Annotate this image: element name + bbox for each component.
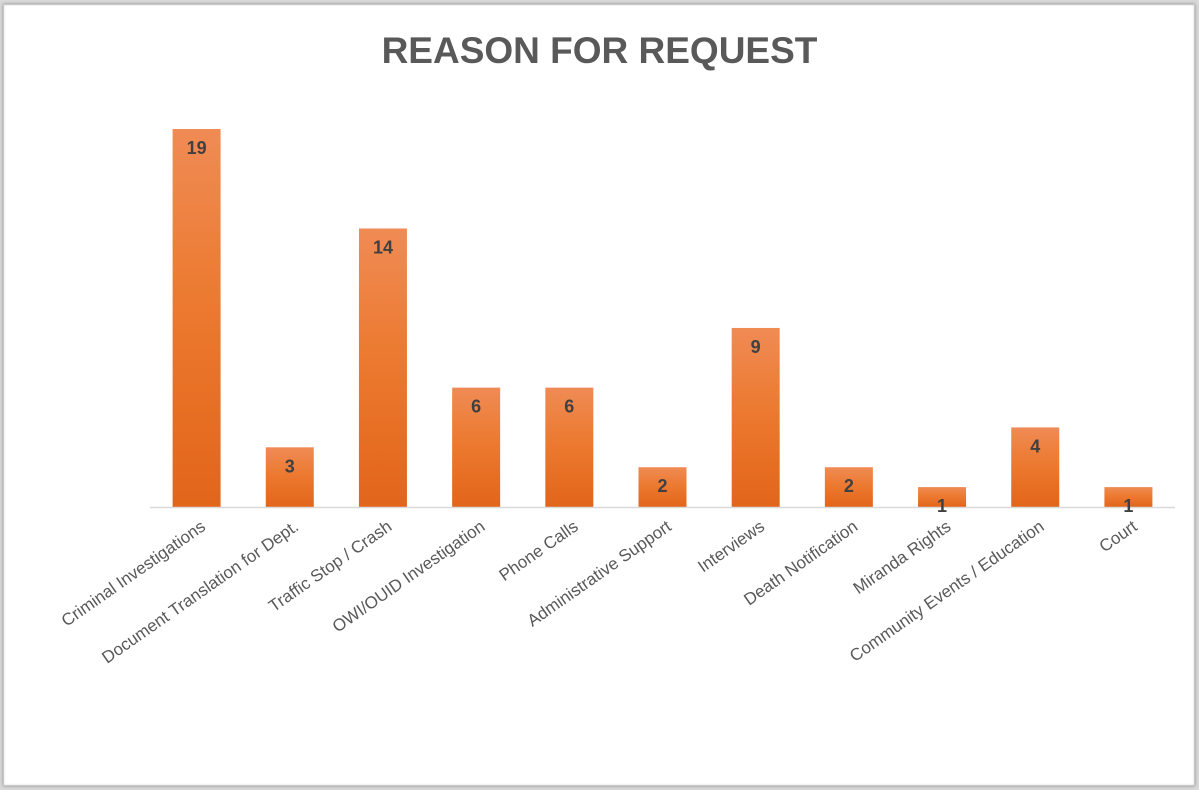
bar-7 <box>824 467 873 507</box>
bar-2 <box>358 228 407 507</box>
data-label-2: 14 <box>373 237 393 257</box>
bar-5 <box>638 467 687 507</box>
bar-1 <box>265 447 314 507</box>
x-tick-label-6: Interviews <box>694 517 768 576</box>
x-tick-label-10: Court <box>1096 517 1141 557</box>
data-label-6: 9 <box>751 337 761 357</box>
data-label-10: 1 <box>1123 496 1133 516</box>
bar-6 <box>731 327 780 507</box>
data-label-7: 2 <box>844 476 854 496</box>
x-tick-label-1: Document Translation for Dept. <box>98 517 302 668</box>
bar-9 <box>1011 427 1060 507</box>
bars-group <box>172 129 1153 507</box>
data-label-3: 6 <box>471 397 481 417</box>
chart-title: REASON FOR REQUEST <box>381 30 818 71</box>
x-tick-label-4: Phone Calls <box>496 517 582 585</box>
data-label-9: 4 <box>1030 436 1040 456</box>
data-label-1: 3 <box>285 456 295 476</box>
data-label-0: 19 <box>187 138 207 158</box>
data-label-5: 2 <box>657 476 667 496</box>
x-tick-label-9: Community Events / Education <box>846 517 1047 666</box>
bar-8 <box>918 487 967 507</box>
x-tick-label-3: OWI/OUID Investigation <box>329 517 488 637</box>
bar-10 <box>1104 487 1153 507</box>
bar-4 <box>545 387 594 507</box>
bar-0 <box>172 129 221 507</box>
bar-3 <box>452 387 501 507</box>
data-label-8: 1 <box>937 496 947 516</box>
data-label-4: 6 <box>564 397 574 417</box>
